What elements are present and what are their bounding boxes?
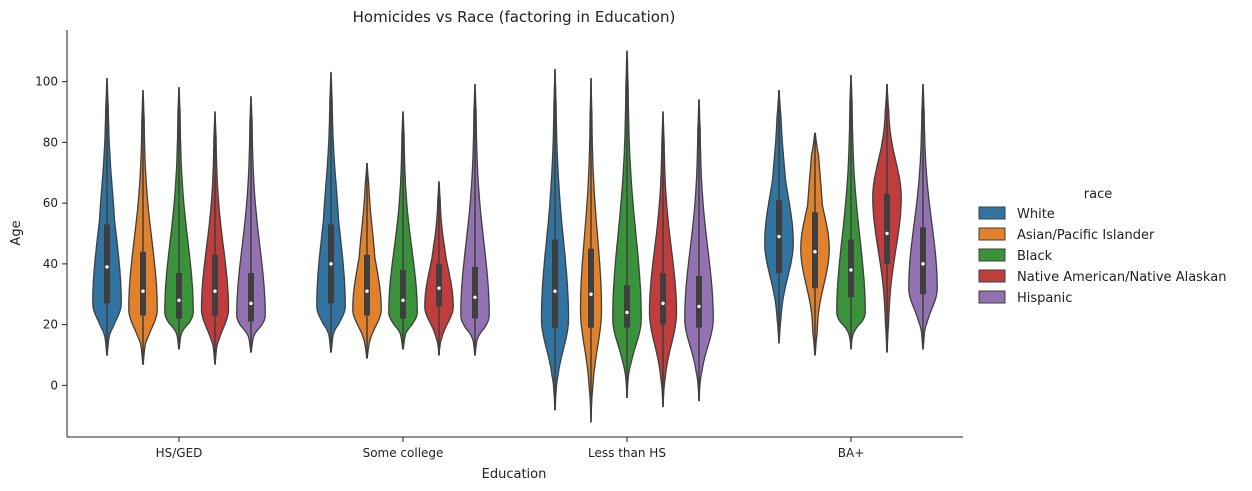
y-axis-label: Age	[9, 220, 24, 245]
violin-iqr-box	[552, 239, 558, 328]
violin-median-dot	[589, 292, 593, 296]
violin-median-dot	[777, 234, 781, 239]
violin-median-dot	[401, 298, 405, 303]
x-tick-label: BA+	[838, 446, 865, 460]
violin-median-dot	[105, 265, 109, 269]
violin-median-dot	[329, 262, 333, 266]
violin-median-dot	[177, 298, 181, 303]
legend-label: Native American/Native Alaskan	[1017, 270, 1226, 285]
legend: race White Asian/Pacific Islander Black Nat…	[978, 187, 1226, 306]
violin-iqr-box	[696, 276, 702, 328]
y-tick-label: 0	[50, 378, 58, 392]
violin-iqr-box	[588, 248, 594, 328]
y-tick-label: 60	[43, 196, 58, 210]
violin-median-dot	[885, 231, 889, 236]
violin-median-dot	[473, 295, 477, 299]
violin-iqr-box	[884, 194, 890, 264]
violin-iqr-box	[400, 269, 406, 319]
violin-median-dot	[849, 268, 853, 272]
x-tick-label: Less than HS	[588, 446, 666, 460]
violin-iqr-box	[212, 254, 218, 316]
violin-median-dot	[553, 289, 557, 293]
violin-median-dot	[213, 289, 217, 293]
violin-median-dot	[249, 301, 253, 306]
violin-iqr-box	[436, 263, 442, 307]
violin-iqr-box	[248, 272, 254, 322]
violin-iqr-box	[472, 266, 478, 319]
violin-iqr-box	[624, 285, 630, 328]
violin-median-dot	[437, 286, 441, 290]
legend-swatch	[978, 206, 1006, 220]
violin-median-dot	[625, 310, 629, 315]
violin-iqr-box	[660, 272, 666, 325]
violin-median-dot	[661, 301, 665, 306]
x-axis-label: Education	[482, 467, 547, 482]
y-tick-label: 20	[43, 318, 58, 332]
chart-title: Homicides vs Race (factoring in Educatio…	[353, 8, 676, 26]
legend-swatch	[978, 227, 1006, 241]
violin-median-dot	[921, 262, 925, 266]
violin-median-dot	[141, 289, 145, 293]
legend-label: White	[1017, 207, 1055, 222]
plot-area: 0 20 40 60 80 100 HS/GED Some college Less than …	[35, 30, 963, 460]
violin-median-dot	[697, 304, 701, 309]
violin-median-dot	[813, 250, 817, 254]
violin-iqr-box	[104, 224, 110, 304]
legend-label: Black	[1017, 249, 1053, 264]
violin-iqr-box	[920, 227, 926, 295]
legend-label: Hispanic	[1017, 291, 1072, 306]
x-tick-label: Some college	[363, 446, 444, 460]
legend-swatch	[978, 248, 1006, 262]
legend-title: race	[1084, 187, 1112, 202]
y-tick-label: 100	[35, 75, 58, 89]
legend-label: Asian/Pacific Islander	[1017, 228, 1155, 243]
violin-median-dot	[365, 289, 369, 293]
violin-iqr-box	[364, 254, 370, 316]
y-tick-label: 80	[43, 135, 58, 149]
y-tick-label: 40	[43, 257, 58, 271]
violin-iqr-box	[176, 272, 182, 319]
legend-swatch	[978, 290, 1006, 304]
x-tick-label: HS/GED	[156, 446, 203, 460]
violin-iqr-box	[140, 251, 146, 316]
legend-swatch	[978, 269, 1006, 283]
